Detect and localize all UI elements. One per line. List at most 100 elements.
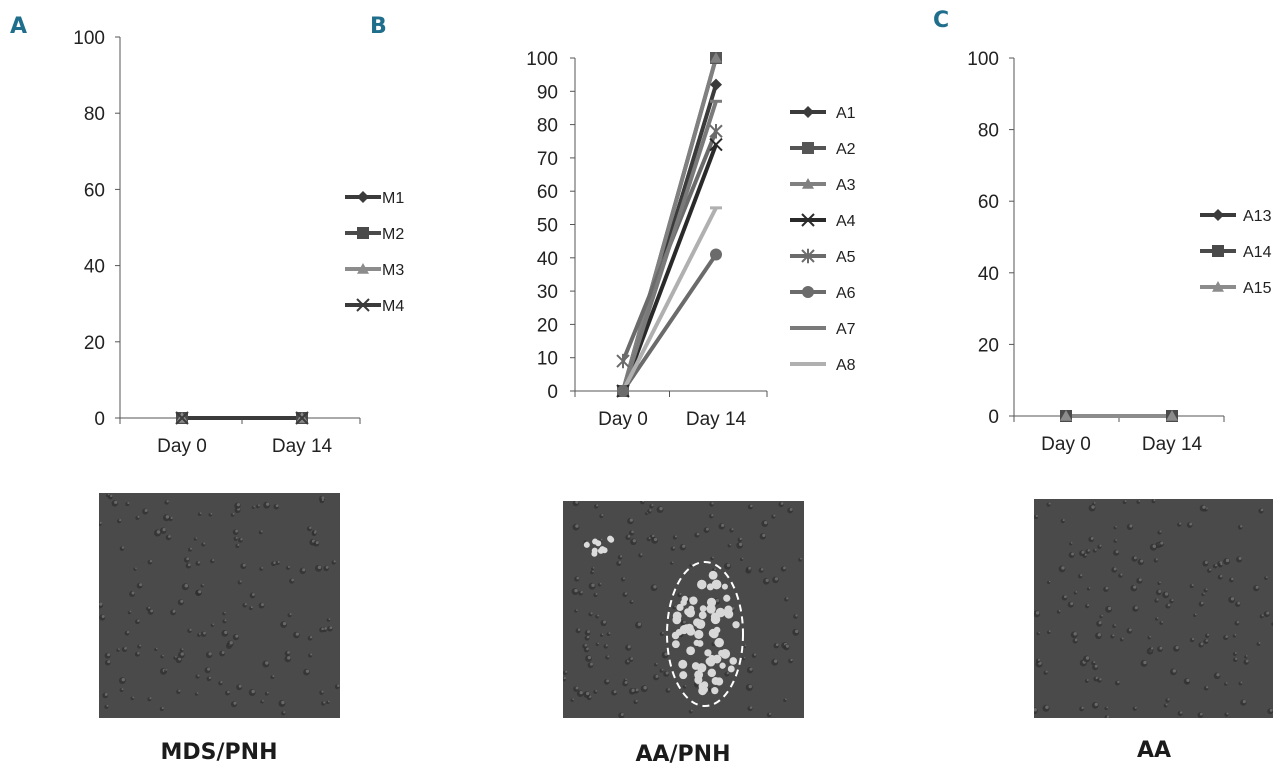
cell-highlight [1167, 603, 1171, 607]
cell-highlight [1048, 502, 1051, 505]
cell-highlight [272, 675, 275, 678]
cell-highlight [119, 519, 122, 522]
cell-highlight [282, 621, 287, 626]
legend-label: A4 [836, 213, 856, 230]
legend-item-a6: A6 [790, 285, 856, 302]
x-tick-label: Day 0 [157, 436, 207, 457]
legend-label: M4 [382, 298, 404, 315]
chart-a: 0 20 40 60 80 100 Day 0 Day 14 M1 M2 M3 M4 [73, 28, 404, 457]
cell-highlight [131, 591, 135, 595]
cell-highlight [208, 676, 212, 680]
y-tick-label: 100 [526, 49, 558, 70]
cell-highlight [1073, 632, 1077, 636]
cell-highlight [587, 630, 590, 634]
legend-marker [802, 142, 814, 154]
cell-highlight [643, 685, 647, 690]
cell-highlight [651, 534, 655, 538]
cell-highlight [1205, 686, 1209, 689]
cell-highlight [162, 528, 166, 532]
cell-highlight [1124, 500, 1127, 503]
cell-dot [1271, 622, 1273, 626]
cell-highlight [601, 514, 604, 517]
cell-highlight [1113, 567, 1117, 571]
legend-item-m1: M1 [345, 190, 404, 207]
colony-cell [710, 612, 719, 621]
cell-highlight [1199, 712, 1203, 716]
cell-highlight [721, 523, 725, 527]
cell-highlight [1155, 558, 1158, 561]
cell-highlight [1207, 633, 1210, 636]
legend-marker [356, 298, 370, 312]
y-tick-label: 40 [978, 264, 999, 285]
cell-highlight [618, 561, 622, 564]
cell-highlight [273, 561, 276, 565]
cell-highlight [649, 509, 652, 512]
colony-cell [699, 605, 707, 612]
legend-item-a1: A1 [790, 105, 856, 122]
cell-highlight [1075, 591, 1078, 593]
cell-highlight [149, 697, 152, 700]
colony-cell [708, 570, 718, 580]
cell-highlight [287, 656, 291, 660]
colony-cell [681, 595, 689, 603]
y-tick-label: 80 [84, 104, 105, 125]
cell-highlight [1038, 631, 1041, 634]
cell-highlight [1106, 715, 1110, 718]
point-a6 [710, 248, 722, 261]
cell-highlight [760, 568, 764, 571]
cell-highlight [1090, 536, 1094, 540]
cell-highlight [235, 529, 239, 533]
cell-highlight [655, 662, 658, 665]
cell-highlight [1236, 621, 1240, 624]
cell-highlight [1164, 592, 1169, 596]
cell-highlight [1200, 642, 1204, 646]
cell-highlight [240, 538, 243, 541]
cell-highlight [749, 706, 753, 709]
cell-highlight [1215, 564, 1218, 567]
cell-highlight [1209, 568, 1212, 571]
y-tick-label: 0 [988, 407, 999, 428]
y-tick-label: 60 [978, 192, 999, 213]
cell-highlight [1106, 706, 1108, 709]
cell-highlight [597, 642, 600, 645]
y-tick-label: 0 [547, 382, 558, 403]
cell-highlight [178, 689, 181, 692]
y-tick-label: 50 [537, 216, 558, 237]
colony-cell [678, 659, 688, 669]
cell-highlight [1266, 611, 1270, 615]
colony-cell [698, 611, 707, 620]
cell-highlight [110, 494, 113, 498]
cell-highlight [1160, 541, 1164, 545]
colony-cell [676, 603, 684, 612]
y-tick-label: 20 [978, 335, 999, 356]
cell-highlight [1175, 646, 1179, 650]
cell-highlight [148, 606, 151, 609]
cell-highlight [1058, 609, 1061, 612]
cell-highlight [1098, 621, 1102, 625]
cell-highlight [187, 563, 191, 567]
colony-cell [719, 662, 726, 669]
cell-highlight [197, 674, 200, 677]
cell-highlight [785, 644, 789, 648]
cell-highlight [584, 643, 588, 647]
cell-highlight [132, 696, 135, 699]
cell-highlight [790, 658, 793, 662]
cell-highlight [321, 498, 324, 502]
cell-highlight [1080, 574, 1083, 577]
cell-highlight [651, 504, 654, 507]
colony-cell [672, 611, 682, 621]
y-tick-label: 90 [537, 82, 558, 103]
cell-highlight [1237, 601, 1241, 605]
colony-cell [697, 579, 707, 590]
cell-highlight [1120, 573, 1123, 576]
cell-highlight [1091, 505, 1095, 509]
cell-highlight [682, 544, 686, 548]
cell-highlight [1258, 642, 1261, 644]
cell-highlight [586, 691, 590, 696]
cell-highlight [144, 509, 148, 513]
cell-highlight [203, 631, 206, 635]
y-tick-label: 100 [73, 28, 105, 49]
x-tick-label: Day 14 [686, 409, 747, 430]
cell-highlight [1189, 522, 1193, 526]
cell-highlight [126, 631, 130, 634]
